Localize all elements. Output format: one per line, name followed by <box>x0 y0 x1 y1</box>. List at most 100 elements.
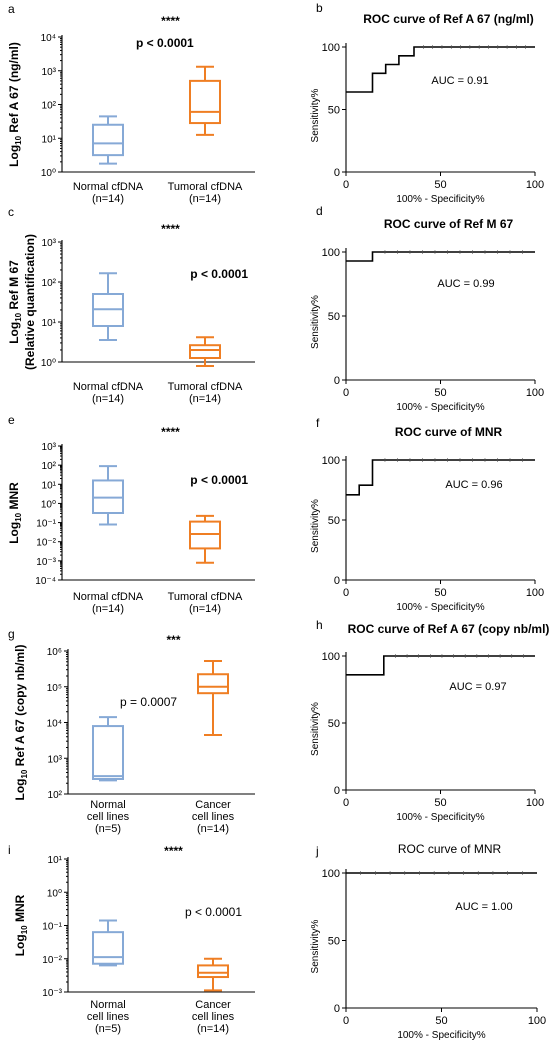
y-tick-label: 50 <box>328 105 340 117</box>
y-tick-label: 10⁶ <box>47 647 62 658</box>
y-tick-label: 10³ <box>48 754 63 765</box>
panel-label: j <box>315 844 319 858</box>
x-tick-label: 100 <box>526 179 544 191</box>
category-n: (n=14) <box>92 393 124 405</box>
auc-label: AUC = 0.96 <box>445 479 502 491</box>
category-n: (n=14) <box>189 603 221 615</box>
category-label: Cancer <box>195 799 231 811</box>
y-axis-label: Sensitivity% <box>310 702 321 756</box>
y-axis-label: Log10 MNR <box>7 482 23 544</box>
y-axis-label: Log10 Ref A 67 (ng/ml) <box>7 42 23 167</box>
box-normal <box>92 919 124 967</box>
x-tick-label: 50 <box>435 1015 447 1027</box>
y-tick-label: 10⁵ <box>47 683 62 694</box>
y-tick-label: 10⁰ <box>41 499 56 510</box>
p-value: p < 0.0001 <box>190 267 248 281</box>
category-n: (n=5) <box>95 823 121 835</box>
category-label: Normal cfDNA <box>73 181 144 193</box>
y-tick-label: 100 <box>322 42 340 54</box>
box-iqr <box>92 931 124 965</box>
box-tumoral <box>189 65 221 136</box>
x-tick-label: 0 <box>343 587 349 599</box>
y-tick-label: 100 <box>322 868 340 880</box>
y-tick-label: 10³ <box>42 442 57 453</box>
y-axis-label-line2: (Relative quantification) <box>23 234 37 370</box>
category-label: Normal cfDNA <box>73 381 144 393</box>
significance-stars: **** <box>161 222 180 236</box>
x-axis-label: 100% - Specificity% <box>396 194 484 205</box>
category-label: cell lines <box>87 811 130 823</box>
y-tick-label: 10⁰ <box>47 888 62 899</box>
x-axis-label: 100% - Specificity% <box>396 812 484 823</box>
chart-title: ROC curve of Ref A 67 (ng/ml) <box>363 12 533 26</box>
box-iqr <box>189 344 221 360</box>
x-tick-label: 0 <box>343 1015 349 1027</box>
x-tick-label: 50 <box>434 179 446 191</box>
y-axis-label: Sensitivity% <box>310 295 321 349</box>
y-axis-label: Log10 Ref A 67 (copy nb/ml) <box>13 644 29 800</box>
category-label: Normal <box>90 999 125 1011</box>
category-n: (n=14) <box>197 823 229 835</box>
category-n: (n=14) <box>189 193 221 205</box>
x-tick-label: 50 <box>434 387 446 399</box>
y-tick-label: 10² <box>42 461 57 472</box>
y-tick-label: 10² <box>42 101 57 112</box>
category-label: Tumoral cfDNA <box>168 381 243 393</box>
p-value: p < 0.0001 <box>185 905 242 919</box>
y-tick-label: 10⁻² <box>42 955 62 966</box>
y-tick-label: 10² <box>48 790 63 801</box>
significance-stars: **** <box>161 425 180 439</box>
x-tick-label: 0 <box>343 797 349 809</box>
y-tick-label: 10¹ <box>48 855 63 866</box>
y-tick-label: 10¹ <box>42 318 57 329</box>
box-tumoral <box>197 660 229 737</box>
category-label: Tumoral cfDNA <box>168 181 243 193</box>
panel-label: f <box>316 416 320 430</box>
panel-a: a 10⁰ 10¹ 10² 10³ 10⁴ Log10 Ref A 67 (ng/ml) **… <box>7 2 255 205</box>
panel-label: i <box>8 843 11 857</box>
y-tick-label: 10⁻⁴ <box>35 576 56 587</box>
category-n: (n=5) <box>95 1023 121 1035</box>
y-tick-label: 10³ <box>42 67 57 78</box>
panel-b: b ROC curve of Ref A 67 (ng/ml) 0 50 100 0 50 1… <box>310 1 544 205</box>
auc-label: AUC = 1.00 <box>455 901 512 913</box>
roc-curve <box>346 46 535 93</box>
y-tick-label: 0 <box>334 785 340 797</box>
y-tick-label: 10⁻³ <box>42 988 62 999</box>
y-tick-label: 10³ <box>42 238 57 249</box>
panel-label: a <box>8 2 15 16</box>
significance-stars: *** <box>166 633 180 647</box>
y-tick-label: 10⁰ <box>41 358 56 369</box>
y-tick-label: 100 <box>322 247 340 259</box>
category-label: cell lines <box>87 1011 130 1023</box>
p-value: p < 0.0001 <box>136 36 194 50</box>
panel-label: e <box>8 413 15 427</box>
category-n: (n=14) <box>189 393 221 405</box>
y-tick-label: 0 <box>334 1003 340 1015</box>
box-normal <box>92 272 124 341</box>
y-tick-label: 50 <box>328 515 340 527</box>
box-iqr <box>92 725 124 780</box>
auc-label: AUC = 0.97 <box>449 681 506 693</box>
chart-title: ROC curve of Ref M 67 <box>384 217 514 231</box>
category-n: (n=14) <box>92 193 124 205</box>
panel-d: d ROC curve of Ref M 67 0 50 100 0 50 100 100% -… <box>310 204 544 413</box>
x-tick-label: 100 <box>528 1015 546 1027</box>
x-tick-label: 100 <box>526 797 544 809</box>
x-tick-label: 0 <box>343 387 349 399</box>
y-tick-label: 50 <box>328 936 340 948</box>
y-tick-label: 0 <box>334 167 340 179</box>
roc-curve <box>346 459 535 496</box>
x-axis-label: 100% - Specificity% <box>397 1030 485 1041</box>
y-tick-label: 10⁴ <box>47 719 62 730</box>
category-n: (n=14) <box>92 603 124 615</box>
y-tick-label: 50 <box>328 311 340 323</box>
box-tumoral <box>189 514 221 564</box>
x-tick-label: 50 <box>434 587 446 599</box>
box-tumoral <box>189 336 221 367</box>
box-iqr <box>197 673 229 695</box>
category-label: Normal cfDNA <box>73 591 144 603</box>
y-tick-label: 0 <box>334 575 340 587</box>
y-tick-label: 10⁻¹ <box>36 519 56 530</box>
